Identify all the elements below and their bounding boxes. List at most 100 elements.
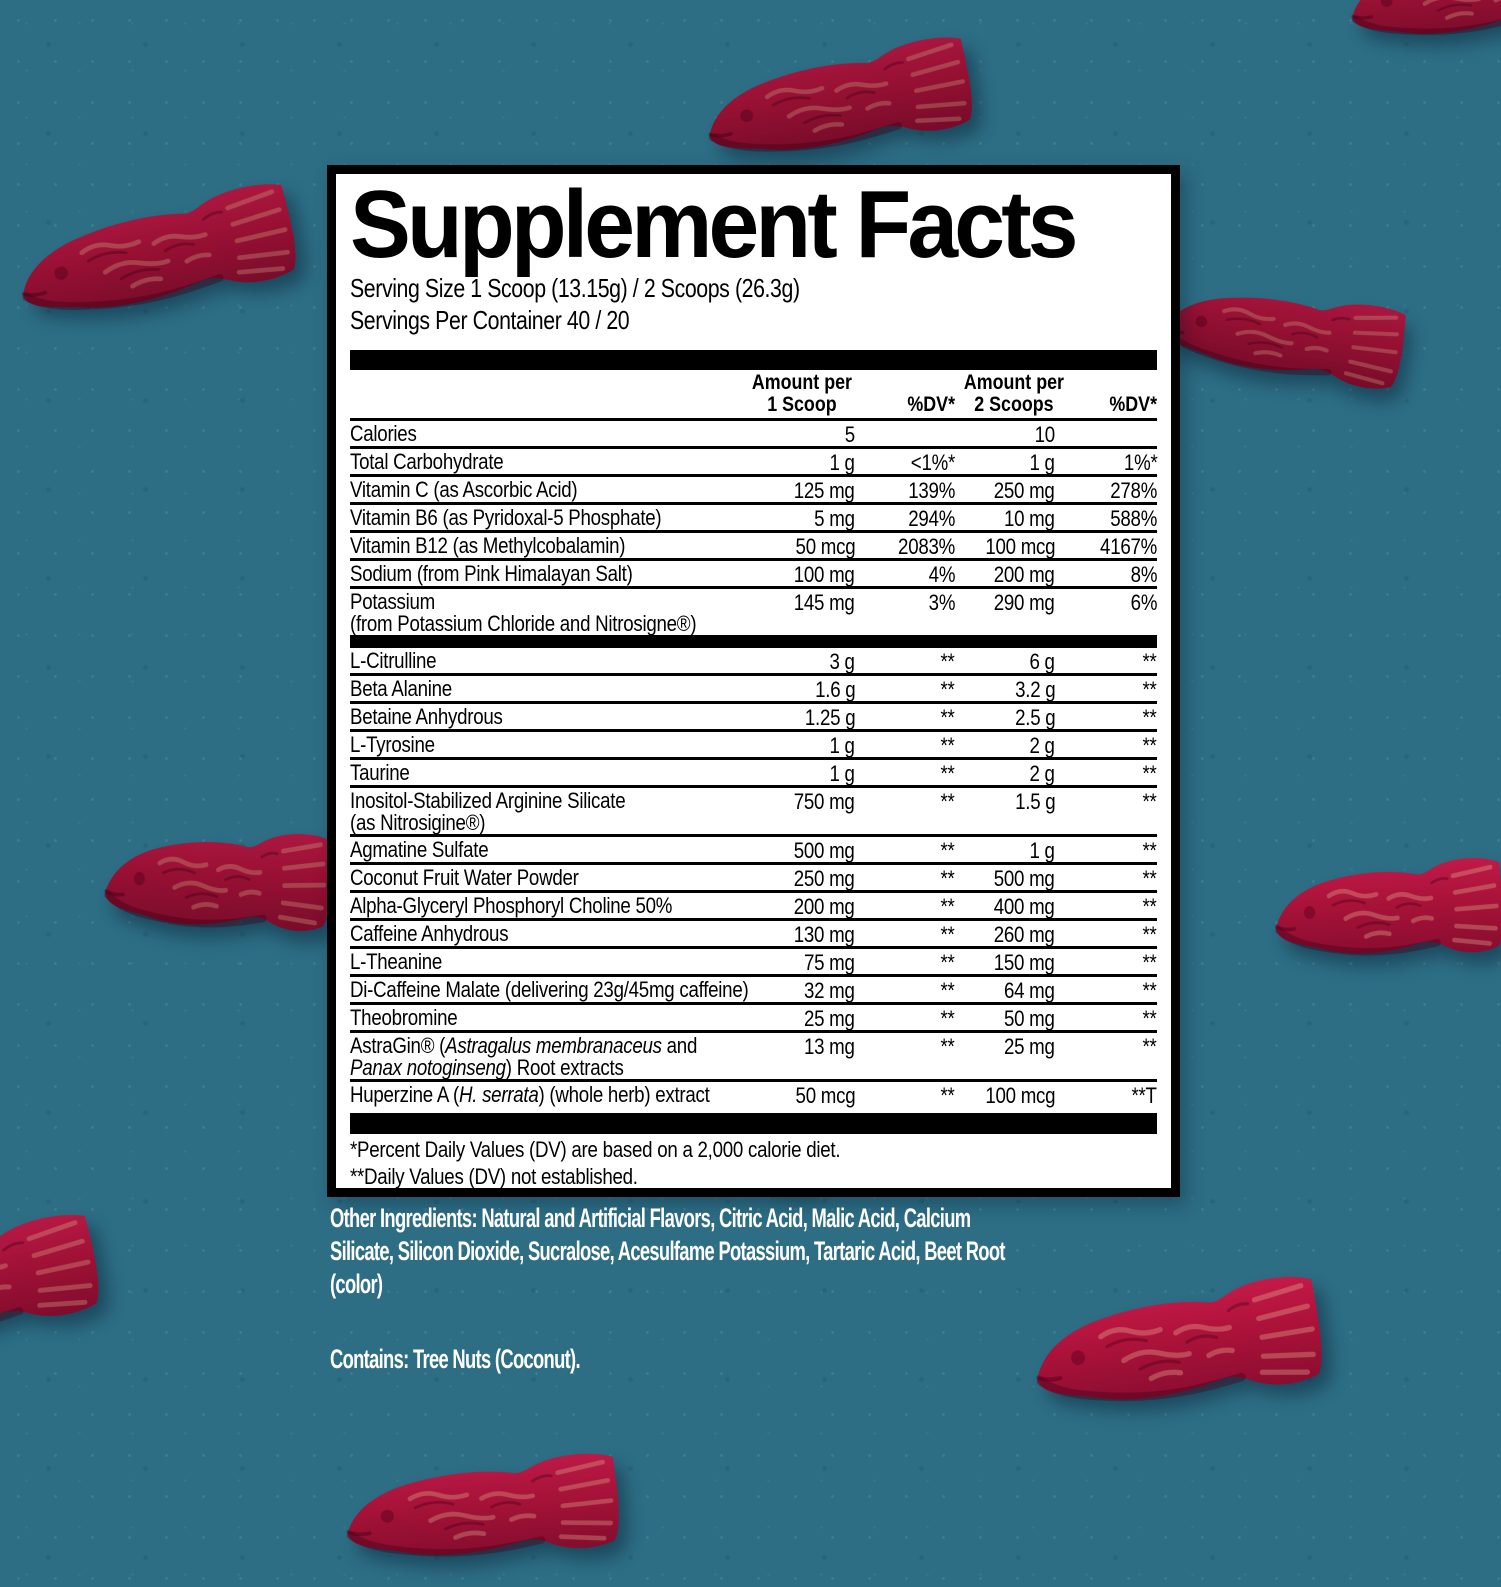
amount-per-2-scoops: 10 mg (1004, 506, 1055, 531)
percent-dv-2: ** (1142, 733, 1157, 758)
percent-dv-1: ** (940, 866, 955, 891)
amount-per-1-scoop: 3 g (829, 649, 855, 674)
ingredient-name: L-Theanine (350, 949, 443, 974)
ingredient-name: Vitamin B6 (as Pyridoxal-5 Phosphate) (350, 505, 662, 530)
table-row: AstraGin® (Astragalus membranaceus and Pa… (350, 1030, 1157, 1079)
amount-per-1-scoop: 25 mg (804, 1006, 855, 1031)
swedish-fish-gummy (98, 818, 337, 955)
ingredient-name: Calories (350, 421, 417, 446)
supplement-facts-panel: Supplement Facts Serving Size 1 Scoop (1… (327, 165, 1180, 1197)
header-dv-1: %DV* (907, 393, 955, 416)
percent-dv-1: ** (940, 1083, 955, 1108)
ingredient-name: Coconut Fruit Water Powder (350, 865, 579, 890)
amount-per-1-scoop: 1.6 g (814, 677, 856, 702)
table-header-row: Amount per 1 Scoop %DV* Amount per 2 Scoop… (350, 370, 1157, 416)
amount-per-1-scoop: 145 mg (794, 590, 855, 615)
percent-dv-1: ** (940, 1006, 955, 1031)
serving-size-line: Serving Size 1 Scoop (13.15g) / 2 Scoops… (350, 273, 800, 303)
amount-per-1-scoop: 100 mg (794, 562, 855, 587)
swedish-fish-gummy (2, 170, 311, 351)
swedish-fish-gummy (1268, 848, 1501, 982)
percent-dv-2: ** (1142, 677, 1157, 702)
ingredient-name: Agmatine Sulfate (350, 837, 489, 862)
table-row: Theobromine 25 mg ** 50 mg ** (350, 1002, 1157, 1030)
amount-per-2-scoops: 25 mg (1004, 1034, 1055, 1059)
percent-dv-1 (855, 423, 955, 446)
amount-per-2-scoops: 250 mg (994, 478, 1055, 503)
table-row: Di-Caffeine Malate (delivering 23g/45mg … (350, 974, 1157, 1002)
ingredient-name: Theobromine (350, 1005, 458, 1030)
table-row: L-Theanine 75 mg ** 150 mg ** (350, 946, 1157, 974)
ingredient-name: Potassium (from Potassium Chloride and Ni… (350, 589, 697, 636)
ingredient-name: Vitamin B12 (as Methylcobalamin) (350, 533, 626, 558)
percent-dv-2: ** (1142, 1006, 1157, 1031)
percent-dv-1: ** (940, 705, 955, 730)
percent-dv-2: 4167% (1100, 534, 1157, 559)
ingredient-name: Betaine Anhydrous (350, 704, 503, 729)
percent-dv-1: ** (940, 922, 955, 947)
ingredient-name: Sodium (from Pink Himalayan Salt) (350, 561, 633, 586)
table-row: L-Tyrosine 1 g ** 2 g ** (350, 729, 1157, 757)
amount-per-1-scoop: 125 mg (794, 478, 855, 503)
ingredient-name: Total Carbohydrate (350, 449, 504, 474)
swedish-fish-gummy (692, 24, 986, 188)
percent-dv-1: <1%* (910, 450, 955, 475)
page-title: Supplement Facts (350, 171, 1078, 278)
amount-per-2-scoops: 290 mg (994, 590, 1055, 615)
percent-dv-2: ** (1142, 649, 1157, 674)
percent-dv-1: ** (940, 789, 955, 814)
scene: Supplement Facts Serving Size 1 Scoop (1… (0, 0, 1501, 1500)
amount-per-2-scoops: 2 g (1029, 733, 1055, 758)
swedish-fish-gummy (336, 1442, 629, 1587)
percent-dv-2: ** (1142, 922, 1157, 947)
table-row: Vitamin B12 (as Methylcobalamin) 50 mcg 20… (350, 530, 1157, 558)
amount-per-1-scoop: 50 mcg (795, 534, 855, 559)
swedish-fish-gummy (0, 1200, 114, 1382)
percent-dv-2: **T (1131, 1083, 1157, 1108)
amount-per-2-scoops: 200 mg (994, 562, 1055, 587)
percent-dv-1: ** (940, 894, 955, 919)
ingredient-name: Inositol-Stabilized Arginine Silicate (as… (350, 788, 626, 835)
amount-per-2-scoops: 100 mcg (985, 1083, 1055, 1108)
percent-dv-2: ** (1142, 789, 1157, 814)
percent-dv-1: 139% (908, 478, 955, 503)
table-row: Agmatine Sulfate 500 mg ** 1 g ** (350, 834, 1157, 862)
amount-per-2-scoops: 10 (1034, 422, 1056, 447)
amount-per-2-scoops: 1 g (1029, 450, 1055, 475)
table-row: Taurine 1 g ** 2 g ** (350, 757, 1157, 785)
amount-per-1-scoop: 50 mcg (795, 1083, 855, 1108)
percent-dv-2: ** (1142, 838, 1157, 863)
table-row: Calories 5 10 (350, 421, 1157, 447)
table-row: Caffeine Anhydrous 130 mg ** 260 mg ** (350, 918, 1157, 946)
amount-per-2-scoops: 3.2 g (1014, 677, 1056, 702)
ingredient-name: Vitamin C (as Ascorbic Acid) (350, 477, 578, 502)
percent-dv-1: ** (940, 649, 955, 674)
ingredient-name: Di-Caffeine Malate (delivering 23g/45mg … (350, 977, 749, 1002)
below-label-text: Other Ingredients: Natural and Artificia… (330, 1202, 1322, 1376)
percent-dv-1: ** (940, 950, 955, 975)
amount-per-1-scoop: 13 mg (804, 1034, 855, 1059)
ingredient-name: Huperzine A (H. serrata) (whole herb) ex… (350, 1082, 710, 1107)
servings-per-container-line: Servings Per Container 40 / 20 (350, 305, 630, 335)
other-ingredients-line: Other Ingredients: Natural and Artificia… (330, 1203, 971, 1233)
percent-dv-2: 278% (1110, 478, 1157, 503)
amount-per-2-scoops: 1 g (1029, 838, 1055, 863)
percent-dv-2: 6% (1130, 590, 1157, 615)
percent-dv-1: 4% (928, 562, 955, 587)
ingredient-name: L-Citrulline (350, 648, 437, 673)
percent-dv-2: ** (1142, 1034, 1157, 1059)
table-row: Coconut Fruit Water Powder 250 mg ** 500 mg… (350, 862, 1157, 890)
amount-per-2-scoops: 500 mg (994, 866, 1055, 891)
amount-per-2-scoops: 64 mg (1004, 978, 1055, 1003)
amount-per-1-scoop: 75 mg (804, 950, 855, 975)
percent-dv-1: ** (940, 677, 955, 702)
nutrient-rows-section-2: L-Citrulline 3 g ** 6 g ** Beta Alanine 1.6 g *… (350, 648, 1157, 1107)
percent-dv-2: 1%* (1123, 450, 1157, 475)
table-row: Total Carbohydrate 1 g <1%* 1 g 1%* (350, 446, 1157, 474)
other-ingredients-line: (color) (330, 1269, 383, 1299)
percent-dv-1: 3% (928, 590, 955, 615)
percent-dv-1: ** (940, 838, 955, 863)
header-amount-2-scoops: Amount per 2 Scoops (963, 371, 1064, 416)
divider-bar-bottom (350, 1113, 1157, 1134)
percent-dv-2: ** (1142, 950, 1157, 975)
